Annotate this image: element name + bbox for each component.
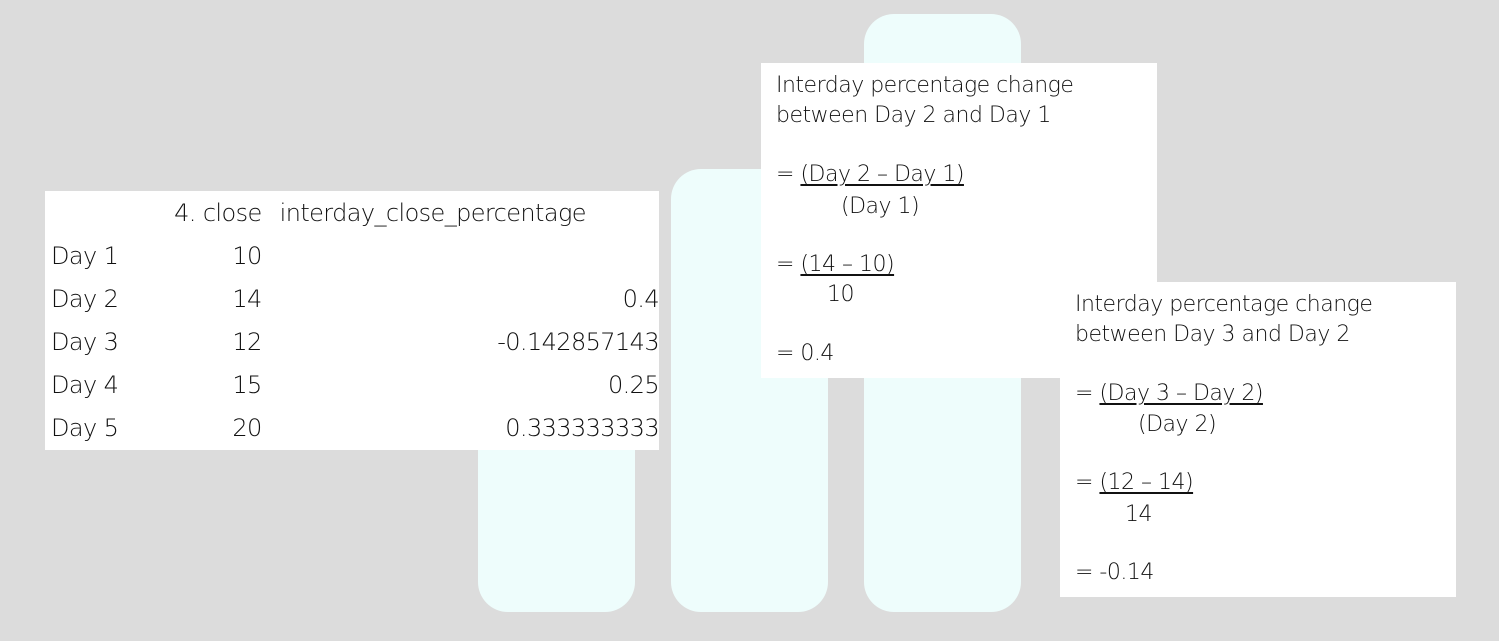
row-close: 10: [232, 241, 262, 270]
header-label: [51, 191, 153, 234]
table-row: Day 5 20 0.333333333: [51, 406, 660, 449]
header-close: 4. close: [174, 198, 262, 227]
row-close: 14: [232, 284, 262, 313]
row-close: 12: [232, 327, 262, 356]
header-pct: interday_close_percentage: [279, 198, 587, 227]
formula-numerator-text: (Day 3 – Day 2): [1099, 381, 1263, 406]
table-row: Day 1 10: [51, 234, 659, 277]
table-row: Day 3 12 -0.142857143: [51, 320, 660, 363]
close-price-table: 4. close interday_close_percentage Day 1…: [51, 191, 660, 449]
row-close: 20: [232, 413, 262, 442]
row-close: 15: [232, 370, 262, 399]
row-pct: 0.25: [607, 370, 660, 399]
row-label: Day 3: [51, 327, 119, 356]
equals-sign: =: [776, 162, 801, 187]
row-pct: 0.333333333: [505, 413, 659, 442]
row-pct: [270, 234, 659, 277]
calc-values-denominator: 14: [1125, 502, 1153, 527]
calc-values-numerator: = (12 – 14): [1075, 468, 1194, 498]
calc-title-line1: Interday percentage change: [1075, 292, 1373, 317]
row-label: Day 5: [51, 413, 119, 442]
calc-values-denominator: 10: [827, 282, 855, 307]
calc-result: = -0.14: [1075, 560, 1154, 585]
row-label: Day 4: [51, 370, 119, 399]
calc-title-line1: Interday percentage change: [776, 73, 1074, 98]
row-pct: 0.4: [622, 284, 660, 313]
row-pct: -0.142857143: [497, 327, 659, 356]
values-numerator-text: (14 – 10): [800, 252, 895, 277]
row-label: Day 2: [51, 284, 119, 313]
values-numerator-text: (12 – 14): [1099, 470, 1194, 495]
formula-numerator-text: (Day 2 – Day 1): [800, 162, 964, 187]
table-header-row: 4. close interday_close_percentage: [51, 191, 659, 234]
equals-sign: =: [1075, 381, 1100, 406]
calc-values-numerator: = (14 – 10): [776, 250, 895, 280]
calc-formula-numerator: = (Day 2 – Day 1): [776, 160, 964, 190]
equals-sign: =: [1075, 470, 1100, 495]
calc-result: = 0.4: [776, 341, 834, 366]
calc-formula-denominator: (Day 1): [841, 194, 920, 219]
calc-formula-numerator: = (Day 3 – Day 2): [1075, 379, 1263, 409]
row-label: Day 1: [51, 241, 119, 270]
calculation-card-day3-day2: Interday percentage change between Day 3…: [1060, 282, 1456, 597]
equals-sign: =: [776, 252, 801, 277]
close-price-table-card: 4. close interday_close_percentage Day 1…: [45, 191, 660, 450]
table-row: Day 2 14 0.4: [51, 277, 660, 320]
calc-title-line2: between Day 2 and Day 1: [776, 103, 1051, 128]
table-row: Day 4 15 0.25: [51, 363, 660, 406]
calc-formula-denominator: (Day 2): [1138, 412, 1217, 437]
calc-title-line2: between Day 3 and Day 2: [1075, 322, 1350, 347]
